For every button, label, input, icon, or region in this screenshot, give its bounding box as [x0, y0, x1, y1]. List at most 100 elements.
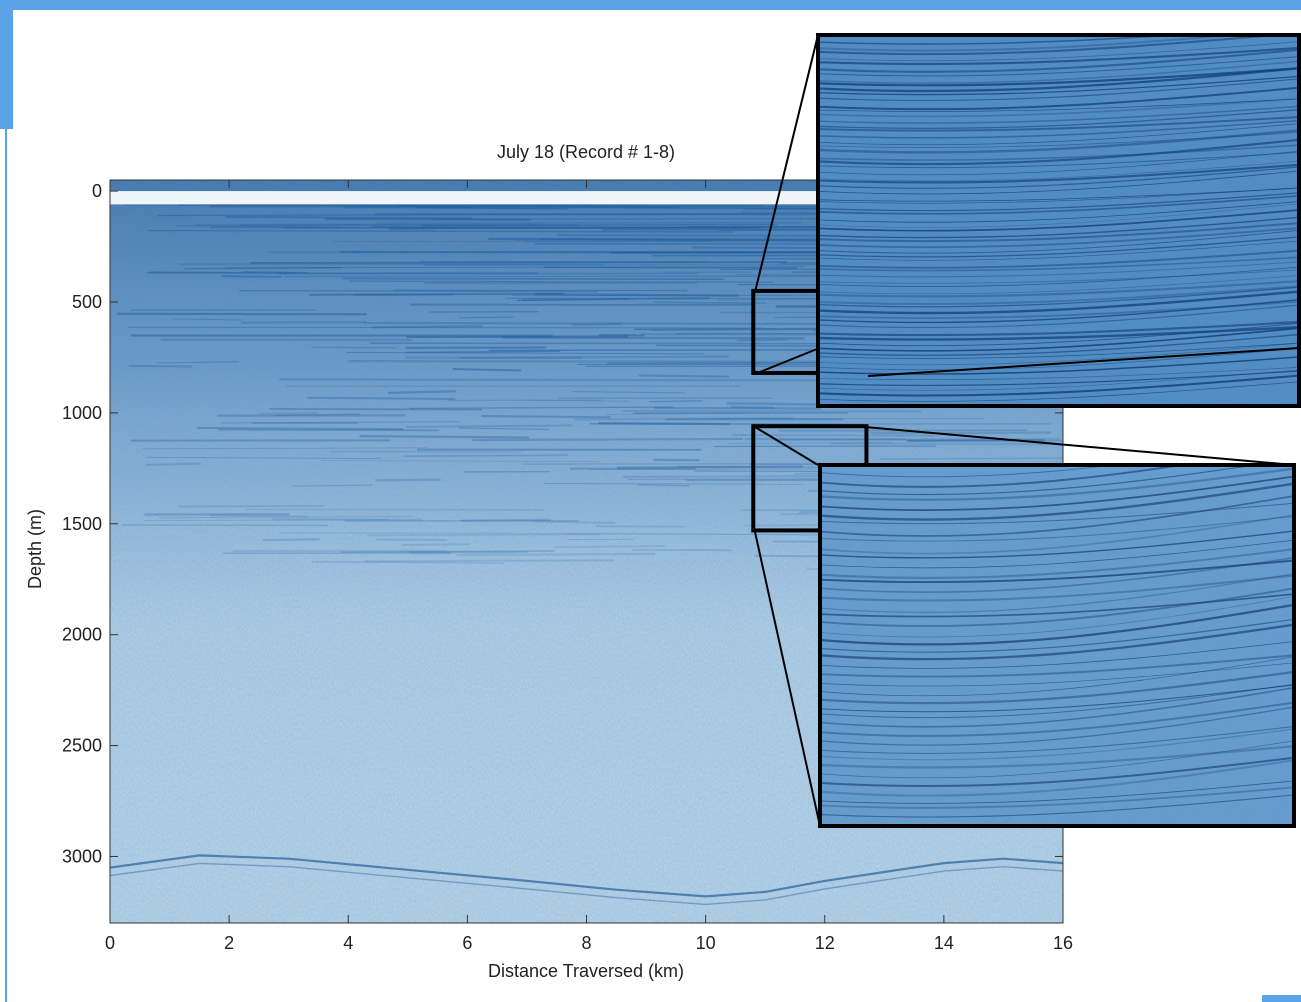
- inset-reflector: [818, 299, 1299, 324]
- reflector-streak: [403, 454, 569, 458]
- inset-reflector: [820, 786, 1294, 809]
- reflector-streak: [521, 297, 710, 301]
- x-axis: 0 2 4 6 8 10 12 14 16: [105, 180, 1073, 953]
- reflector-streak: [155, 361, 239, 364]
- inset-reflector: [818, 216, 1299, 239]
- zoom-connectors: [754, 34, 1295, 827]
- inset-reflector: [820, 596, 1294, 638]
- inset-reflector: [820, 548, 1294, 580]
- inset-upper-connector: [867, 347, 1299, 377]
- inset-reflector: [818, 342, 1299, 359]
- reflector-streak: [371, 324, 483, 329]
- reflector-streak: [522, 462, 819, 465]
- inset-reflector: [820, 740, 1294, 779]
- inset-reflector: [820, 515, 1294, 542]
- inset-reflector: [818, 348, 1299, 371]
- reflector-streak: [572, 391, 685, 394]
- reflector-streak: [225, 266, 805, 269]
- inset-reflector: [820, 530, 1294, 559]
- reflector-streak: [393, 289, 688, 292]
- inset-reflector: [818, 56, 1299, 77]
- inset-reflector: [818, 109, 1299, 130]
- x-tick-label-3: 6: [462, 933, 472, 953]
- inset-reflector: [820, 618, 1294, 653]
- inset-reflector: [818, 123, 1299, 146]
- reflector-streak: [565, 532, 839, 536]
- inset-reflector: [818, 209, 1299, 232]
- inset-reflector: [818, 35, 1287, 56]
- reflector-streak: [312, 561, 504, 564]
- inset-reflector: [820, 683, 1294, 719]
- slide-top-accent-bar: [0, 0, 1301, 10]
- reflector-streak: [320, 460, 601, 463]
- reflector-streak: [258, 412, 319, 415]
- zoom-inset-lower: [818, 463, 1296, 828]
- reflector-streak: [638, 374, 730, 378]
- reflector-streak: [194, 223, 542, 226]
- reflector-streak: [341, 550, 555, 554]
- inset-reflector: [818, 144, 1299, 161]
- reflector-streak: [588, 468, 830, 471]
- reflector-streak: [622, 409, 922, 413]
- bed-reflector: [110, 854, 1063, 898]
- x-tick-label-6: 12: [815, 933, 835, 953]
- inset-reflector: [818, 151, 1299, 169]
- inset-reflector: [818, 249, 1299, 269]
- inset-reflector: [820, 495, 1294, 537]
- reflector-streak: [502, 336, 805, 340]
- inset-reflector: [818, 374, 1299, 397]
- reflector-streak: [409, 406, 674, 410]
- inset-reflector: [818, 285, 1299, 305]
- inset-reflector: [818, 86, 1299, 111]
- y-axis: 0 500 1000 1500 2000 2500 3000: [62, 181, 1063, 866]
- connector-lower-top-right: [864, 426, 1295, 466]
- reflector-streak: [196, 426, 404, 431]
- reflector-streak: [250, 261, 787, 264]
- reflector-streak: [175, 225, 340, 228]
- reflector-streak: [458, 427, 550, 430]
- reflector-streak: [573, 416, 794, 421]
- reflector-streak: [879, 457, 1063, 460]
- inset-reflector: [820, 662, 1294, 687]
- reflector-streak: [488, 237, 842, 242]
- inset-reflector: [820, 465, 1259, 496]
- y-tick-label-0: 0: [92, 181, 102, 201]
- reflector-streak: [534, 293, 739, 297]
- inset-reflector: [820, 465, 1188, 488]
- inset-lower-frame: [818, 463, 1296, 828]
- inset-reflector: [818, 304, 1299, 329]
- reflector-streak: [366, 533, 600, 537]
- inset-reflector: [818, 187, 1299, 202]
- reflector-streak: [159, 515, 414, 519]
- inset-reflector: [820, 728, 1294, 761]
- inset-reflector: [818, 290, 1299, 315]
- inset-reflector: [818, 356, 1299, 375]
- inset-reflector: [820, 745, 1294, 769]
- x-tick-label-5: 10: [696, 933, 716, 953]
- inset-reflector: [818, 222, 1299, 243]
- reflector-streak: [117, 312, 367, 316]
- inset-reflector: [818, 119, 1299, 139]
- reflector-streak: [269, 408, 483, 411]
- inset-reflector: [820, 587, 1294, 628]
- inset-reflector: [818, 195, 1299, 215]
- inset-reflector: [820, 725, 1294, 754]
- inset-reflector: [818, 132, 1299, 148]
- x-axis-label: Distance Traversed (km): [488, 961, 684, 981]
- inset-reflector: [818, 256, 1299, 272]
- inset-reflector: [820, 756, 1294, 788]
- x-tick-label-4: 8: [581, 933, 591, 953]
- reflector-streak: [606, 412, 750, 416]
- reflector-streak: [311, 346, 397, 349]
- inset-reflector: [818, 280, 1299, 298]
- inset-reflector: [818, 46, 1299, 66]
- reflector-streak: [652, 301, 767, 304]
- inset-reflector: [820, 467, 1294, 501]
- reflector-streak: [359, 434, 530, 439]
- inset-reflector: [818, 275, 1299, 295]
- inset-reflector: [818, 370, 1299, 386]
- y-tick-label-2: 1000: [62, 403, 102, 423]
- inset-upper-reflectors: [818, 35, 1299, 402]
- reflector-streak: [144, 519, 390, 522]
